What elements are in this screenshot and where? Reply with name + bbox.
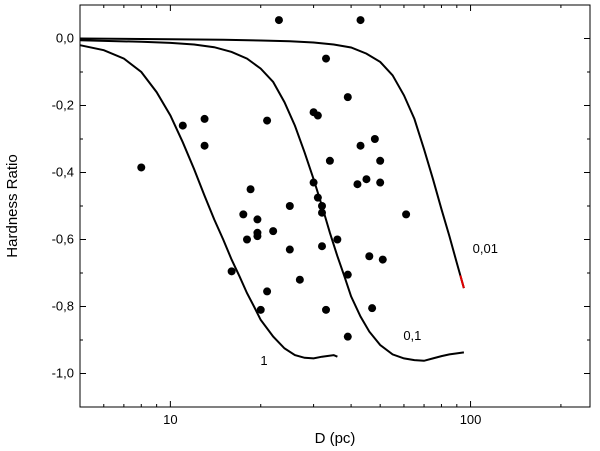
plot-frame (79, 4, 591, 408)
data-point (274, 16, 283, 25)
y-tick-label: -1,0 (52, 366, 74, 381)
curve-label: 0,1 (403, 328, 421, 343)
data-point (370, 135, 379, 143)
data-point (200, 141, 209, 150)
data-point (309, 178, 318, 187)
data-point (343, 270, 352, 279)
data-point (313, 193, 322, 202)
y-tick-label: -0,2 (52, 98, 74, 113)
y-axis-title: Hardness Ratio (4, 154, 21, 257)
data-point (178, 121, 187, 130)
x-axis-title: D (pc) (315, 430, 356, 447)
y-tick-label: -0,4 (52, 165, 74, 180)
y-tick-label: 0,0 (56, 31, 74, 46)
model-curve (79, 44, 338, 360)
x-tick-label: 10 (163, 412, 177, 427)
data-point (295, 275, 304, 284)
data-point (253, 232, 262, 241)
x-axis: 10 100 (79, 5, 562, 427)
data-point (318, 242, 327, 251)
y-tick-label: -0,8 (52, 299, 74, 314)
data-point (263, 287, 272, 296)
data-point (325, 156, 334, 165)
data-point (362, 175, 371, 184)
data-point (322, 305, 331, 314)
data-point (227, 267, 236, 276)
data-point (356, 16, 365, 25)
data-point (333, 235, 342, 244)
curve-end-marker (459, 275, 465, 289)
data-point (376, 156, 385, 165)
curve-label: 0,01 (473, 241, 498, 256)
curve-label: 1 (260, 353, 267, 368)
y-axis: 0,0 -0,2 -0,4 -0,6 -0,8 -1,0 (52, 4, 590, 408)
data-point (318, 202, 327, 210)
y-tick-label: -0,6 (52, 232, 74, 247)
data-point (376, 178, 385, 187)
data-point (242, 235, 251, 244)
model-curve (79, 37, 465, 289)
data-point (256, 305, 265, 314)
data-point (246, 185, 255, 194)
data-point (285, 202, 294, 210)
data-point (263, 116, 272, 125)
model-curves: 1 0,1 0,01 (79, 37, 498, 368)
data-point (200, 114, 209, 123)
data-point (285, 245, 294, 254)
data-points (137, 16, 411, 341)
data-point (356, 141, 365, 150)
data-point (253, 215, 262, 224)
data-point (353, 180, 362, 189)
data-point (239, 210, 248, 219)
model-curve (79, 39, 465, 362)
data-point (322, 54, 331, 63)
data-point (343, 332, 352, 341)
data-point (378, 255, 387, 264)
data-point (365, 252, 374, 261)
data-point (313, 111, 322, 120)
data-point (343, 93, 352, 102)
data-point (368, 304, 377, 313)
data-point (318, 208, 327, 217)
data-point (402, 210, 411, 219)
data-point (269, 227, 278, 236)
x-tick-label: 100 (460, 412, 482, 427)
data-point (137, 163, 146, 172)
